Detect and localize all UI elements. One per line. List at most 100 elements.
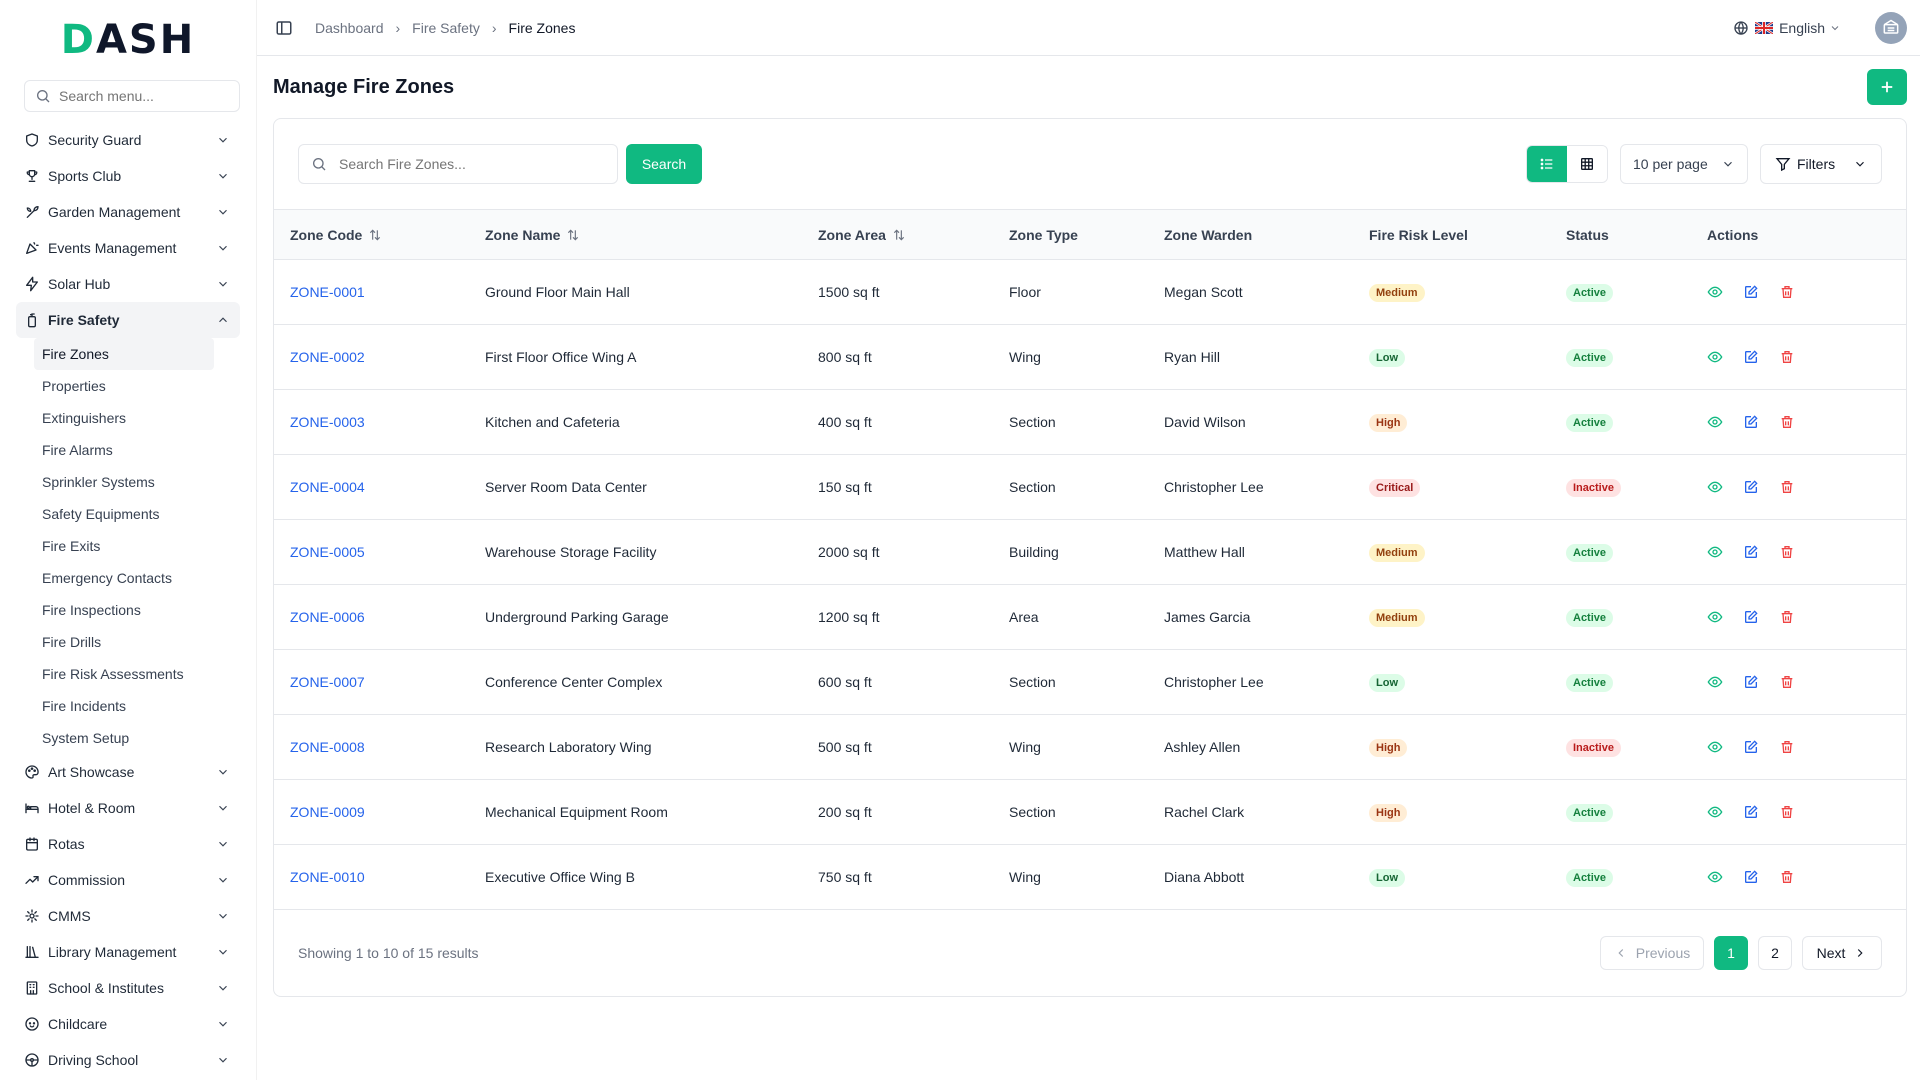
view-button[interactable] xyxy=(1707,739,1723,755)
fire-zones-search[interactable] xyxy=(298,144,618,184)
sidebar-item-driving-school[interactable]: Driving School xyxy=(16,1042,240,1078)
edit-button[interactable] xyxy=(1743,479,1759,495)
zone-code-link[interactable]: ZONE-0006 xyxy=(290,609,365,625)
sidebar-subitem-fire-risk-assessments[interactable]: Fire Risk Assessments xyxy=(42,666,184,682)
add-fire-zone-button[interactable] xyxy=(1867,69,1907,105)
delete-button[interactable] xyxy=(1779,479,1795,495)
sidebar-subitem-fire-inspections[interactable]: Fire Inspections xyxy=(42,602,141,618)
sort-icon[interactable] xyxy=(892,228,906,242)
zone-code-link[interactable]: ZONE-0009 xyxy=(290,804,365,820)
sidebar-item-childcare[interactable]: Childcare xyxy=(16,1006,240,1042)
breadcrumb-fire-safety[interactable]: Fire Safety xyxy=(412,19,480,36)
table-row: ZONE-0002 First Floor Office Wing A 800 sq… xyxy=(274,325,1906,390)
view-button[interactable] xyxy=(1707,804,1723,820)
zone-code-link[interactable]: ZONE-0001 xyxy=(290,284,365,300)
logo[interactable]: DASH xyxy=(8,0,240,80)
view-button[interactable] xyxy=(1707,414,1723,430)
view-button[interactable] xyxy=(1707,479,1723,495)
view-button[interactable] xyxy=(1707,349,1723,365)
column-header-zone-name[interactable]: Zone Name xyxy=(469,210,802,260)
zone-type-cell: Wing xyxy=(1009,349,1041,365)
sidebar-subitem-fire-alarms[interactable]: Fire Alarms xyxy=(42,442,113,458)
next-page-button[interactable]: Next xyxy=(1802,936,1882,970)
sidebar-toggle-icon[interactable] xyxy=(275,19,293,37)
sort-icon[interactable] xyxy=(368,228,382,242)
sidebar-subitem-fire-incidents[interactable]: Fire Incidents xyxy=(42,698,127,714)
sidebar-item-security-guard[interactable]: Security Guard xyxy=(16,122,240,158)
zone-code-link[interactable]: ZONE-0002 xyxy=(290,349,365,365)
delete-button[interactable] xyxy=(1779,284,1795,300)
edit-button[interactable] xyxy=(1743,284,1759,300)
view-button[interactable] xyxy=(1707,544,1723,560)
sidebar-subitem-system-setup[interactable]: System Setup xyxy=(42,730,130,746)
previous-page-button[interactable]: Previous xyxy=(1600,936,1704,970)
search-button[interactable]: Search xyxy=(626,144,702,184)
sidebar-item-rotas[interactable]: Rotas xyxy=(16,826,240,862)
filters-button[interactable]: Filters xyxy=(1760,144,1882,184)
delete-button[interactable] xyxy=(1779,414,1795,430)
page-1-button[interactable]: 1 xyxy=(1714,936,1748,970)
sidebar-item-cmms[interactable]: CMMS xyxy=(16,898,240,934)
sidebar-subitem-fire-zones[interactable]: Fire Zones xyxy=(34,338,214,370)
sidebar-item-fire-safety[interactable]: Fire Safety xyxy=(16,302,240,338)
table-row: ZONE-0006 Underground Parking Garage 1200 … xyxy=(274,585,1906,650)
delete-button[interactable] xyxy=(1779,609,1795,625)
view-button[interactable] xyxy=(1707,284,1723,300)
zone-code-link[interactable]: ZONE-0005 xyxy=(290,544,365,560)
sort-icon[interactable] xyxy=(566,228,580,242)
sidebar-item-garden-management[interactable]: Garden Management xyxy=(16,194,240,230)
zone-code-link[interactable]: ZONE-0003 xyxy=(290,414,365,430)
sidebar-item-commission[interactable]: Commission xyxy=(16,862,240,898)
grid-view-button[interactable] xyxy=(1567,146,1607,182)
sidebar-subitem-properties[interactable]: Properties xyxy=(42,378,106,394)
sidebar-search-input[interactable] xyxy=(59,88,229,104)
edit-button[interactable] xyxy=(1743,869,1759,885)
zone-code-link[interactable]: ZONE-0007 xyxy=(290,674,365,690)
edit-button[interactable] xyxy=(1743,804,1759,820)
delete-button[interactable] xyxy=(1779,804,1795,820)
sidebar-item-school-and-institutes[interactable]: School & Institutes xyxy=(16,970,240,1006)
delete-button[interactable] xyxy=(1779,349,1795,365)
sidebar-subitem-sprinkler-systems[interactable]: Sprinkler Systems xyxy=(42,474,155,490)
sidebar-item-library-management[interactable]: Library Management xyxy=(16,934,240,970)
zone-code-link[interactable]: ZONE-0010 xyxy=(290,869,365,885)
breadcrumb-dashboard[interactable]: Dashboard xyxy=(315,19,384,36)
view-button[interactable] xyxy=(1707,674,1723,690)
column-header-zone-code[interactable]: Zone Code xyxy=(274,210,469,260)
list-view-button[interactable] xyxy=(1527,146,1567,182)
language-selector[interactable]: English xyxy=(1733,20,1841,36)
page-2-button[interactable]: 2 xyxy=(1758,936,1792,970)
chevron-down-icon xyxy=(219,137,227,143)
delete-button[interactable] xyxy=(1779,544,1795,560)
edit-icon xyxy=(1745,870,1758,883)
edit-button[interactable] xyxy=(1743,349,1759,365)
sidebar-subitem-fire-exits[interactable]: Fire Exits xyxy=(42,538,101,554)
sidebar-search[interactable] xyxy=(24,80,240,112)
edit-button[interactable] xyxy=(1743,414,1759,430)
zone-code-link[interactable]: ZONE-0004 xyxy=(290,479,365,495)
sidebar-item-solar-hub[interactable]: Solar Hub xyxy=(16,266,240,302)
sidebar-item-sports-club[interactable]: Sports Club xyxy=(16,158,240,194)
fire-zones-search-input[interactable] xyxy=(339,156,589,172)
zone-code-link[interactable]: ZONE-0008 xyxy=(290,739,365,755)
sidebar-subitem-extinguishers[interactable]: Extinguishers xyxy=(42,410,127,426)
edit-button[interactable] xyxy=(1743,544,1759,560)
zone-type-cell: Floor xyxy=(1009,284,1041,300)
view-button[interactable] xyxy=(1707,869,1723,885)
view-button[interactable] xyxy=(1707,609,1723,625)
avatar[interactable] xyxy=(1875,11,1907,44)
sidebar-subitem-safety-equipments[interactable]: Safety Equipments xyxy=(42,506,160,522)
delete-button[interactable] xyxy=(1779,674,1795,690)
edit-button[interactable] xyxy=(1743,674,1759,690)
delete-button[interactable] xyxy=(1779,739,1795,755)
column-header-zone-area[interactable]: Zone Area xyxy=(802,210,993,260)
edit-button[interactable] xyxy=(1743,609,1759,625)
sidebar-item-art-showcase[interactable]: Art Showcase xyxy=(16,754,240,790)
delete-button[interactable] xyxy=(1779,869,1795,885)
per-page-select[interactable]: 10 per page xyxy=(1620,144,1748,184)
edit-button[interactable] xyxy=(1743,739,1759,755)
sidebar-subitem-fire-drills[interactable]: Fire Drills xyxy=(42,634,102,650)
sidebar-subitem-emergency-contacts[interactable]: Emergency Contacts xyxy=(42,570,172,586)
sidebar-item-hotel-and-room[interactable]: Hotel & Room xyxy=(16,790,240,826)
sidebar-item-events-management[interactable]: Events Management xyxy=(16,230,240,266)
